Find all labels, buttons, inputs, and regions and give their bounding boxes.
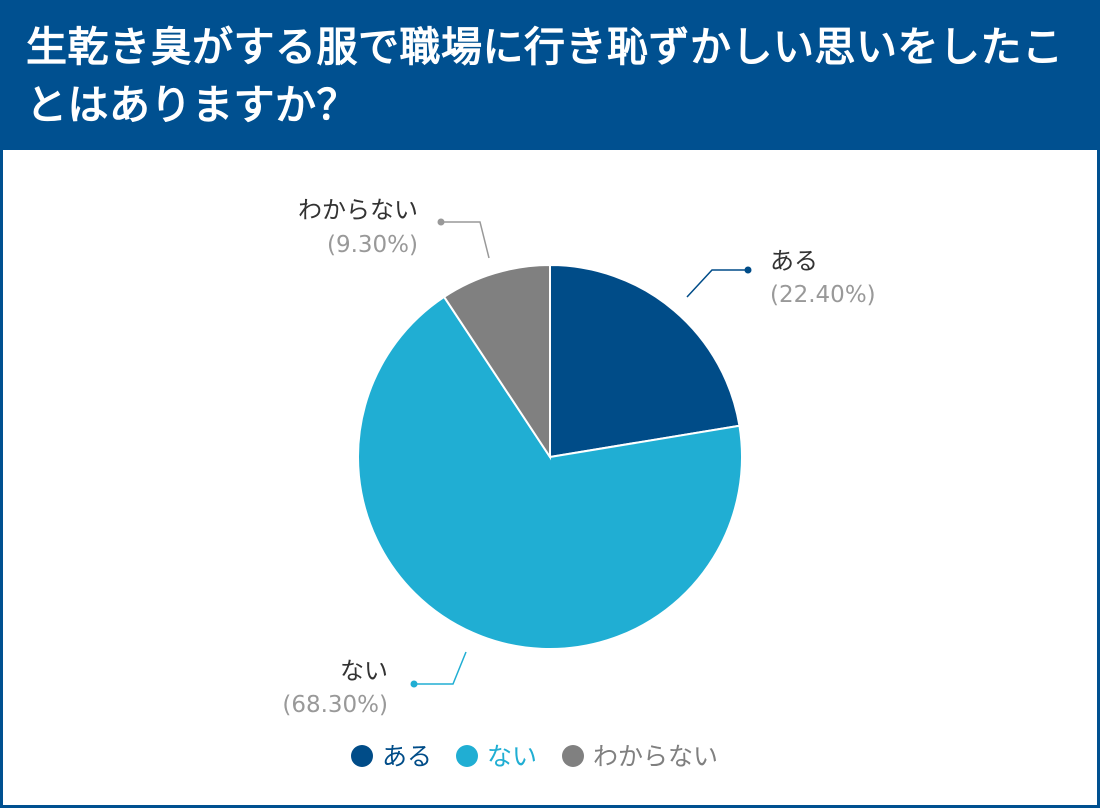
- legend-marker-wakaranai: [562, 745, 584, 767]
- legend-label-nai: ない: [487, 742, 537, 771]
- legend: ある ない わからない: [351, 742, 718, 771]
- leader-dot-nai: [410, 680, 418, 688]
- leader-dot-aru: [744, 266, 752, 274]
- pie-chart: ある(22.40%)ない(68.30%)わからない(9.30%) ある ない わから…: [282, 196, 875, 771]
- legend-label-wakaranai: わからない: [593, 742, 718, 771]
- leader-line-wakaranai: [441, 221, 490, 259]
- slice-percent-aru: (22.40%): [770, 282, 876, 308]
- pie-slices: [357, 263, 743, 650]
- slice-label-aru: ある: [770, 247, 818, 275]
- slice-label-wakaranai: わからない: [298, 196, 418, 224]
- leader-dot-wakaranai: [437, 218, 445, 226]
- pie-slice-wakaranai: [442, 263, 551, 461]
- slice-percent-wakaranai: (9.30%): [327, 232, 418, 258]
- legend-marker-aru: [351, 745, 373, 767]
- slice-labels: ある (22.40%) ない (68.30%) わからない (9.30%): [282, 196, 875, 718]
- header-bar: 生乾き臭がする服で職場に行き恥ずかしい思いをしたことはありますか？: [0, 0, 1100, 150]
- pie-slice-nai: [357, 295, 743, 650]
- slice-percent-nai: (68.30%): [282, 692, 388, 718]
- leader-line-nai: [414, 651, 467, 685]
- legend-label-aru: ある: [382, 742, 432, 771]
- legend-marker-nai: [456, 745, 478, 767]
- slice-label-nai: ない: [340, 657, 388, 685]
- leader-line-aru: [686, 269, 748, 298]
- pie-slice-aru: [549, 263, 741, 459]
- page-title: 生乾き臭がする服で職場に行き恥ずかしい思いをしたことはありますか？: [26, 23, 1064, 129]
